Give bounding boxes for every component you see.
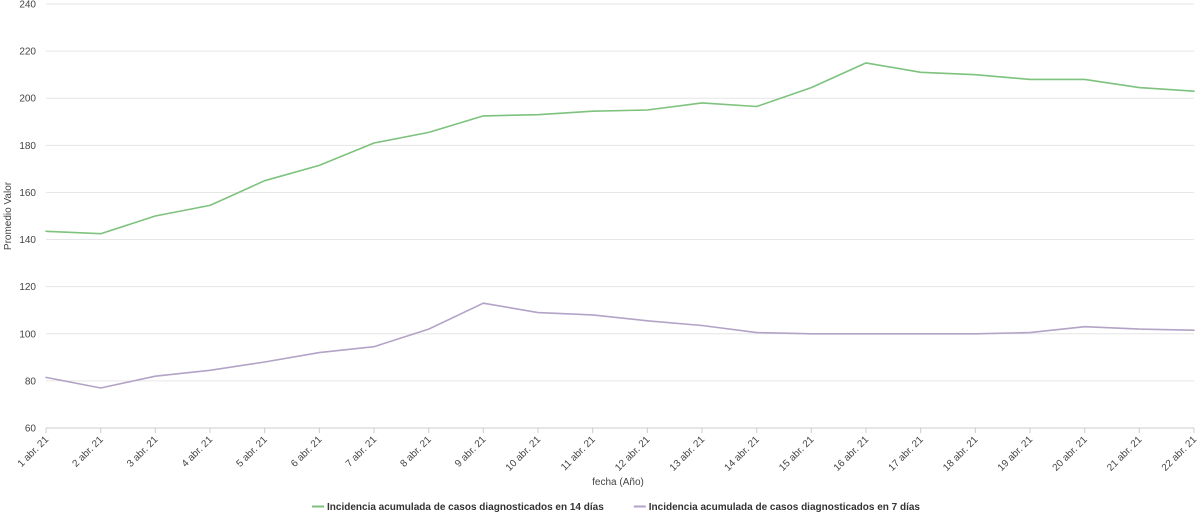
x-tick-label: 7 abr. 21	[344, 434, 380, 470]
legend-label: Incidencia acumulada de casos diagnostic…	[327, 502, 604, 513]
x-tick-label: 21 abr. 21	[1105, 434, 1145, 474]
y-tick-label: 240	[19, 0, 36, 11]
x-tick-label: 12 abr. 21	[613, 434, 653, 474]
x-tick-label: 1 abr. 21	[16, 434, 52, 470]
series-line-2	[45, 302, 1195, 389]
y-tick-label: 180	[19, 141, 36, 152]
series-line-1	[45, 62, 1195, 235]
x-tick-label: 4 abr. 21	[180, 434, 216, 470]
y-tick-label: 140	[19, 235, 36, 246]
x-tick-label: 17 abr. 21	[887, 434, 927, 474]
y-tick-label: 220	[19, 47, 36, 58]
x-tick-label: 16 abr. 21	[832, 434, 872, 474]
x-tick-label: 15 abr. 21	[777, 434, 817, 474]
y-tick-labels: 60 80 100 120 140 160 180 200 220 240	[19, 0, 36, 435]
legend-label: Incidencia acumulada de casos diagnostic…	[649, 502, 921, 513]
x-tick-label: 20 abr. 21	[1051, 434, 1091, 474]
x-tick-label: 8 abr. 21	[398, 434, 434, 470]
legend-item-1[interactable]: Incidencia acumulada de casos diagnostic…	[312, 502, 604, 513]
x-tick-label: 14 abr. 21	[723, 434, 763, 474]
x-tick-label: 6 abr. 21	[289, 434, 325, 470]
y-tick-label: 100	[19, 329, 36, 340]
y-tick-label: 160	[19, 188, 36, 199]
x-tick-label: 18 abr. 21	[941, 434, 981, 474]
legend: Incidencia acumulada de casos diagnostic…	[312, 502, 920, 513]
x-tick-labels: 1 abr. 21 2 abr. 21 3 abr. 21 4 abr. 21 5 ab…	[16, 434, 1200, 474]
x-tick-label: 9 abr. 21	[453, 434, 489, 470]
x-tick-label: 3 abr. 21	[125, 434, 161, 470]
x-tick-label: 2 abr. 21	[70, 434, 106, 470]
x-tick-label: 19 abr. 21	[996, 434, 1036, 474]
y-tick-label: 120	[19, 282, 36, 293]
y-tick-label: 80	[25, 376, 37, 387]
x-tick-label: 11 abr. 21	[559, 434, 598, 473]
legend-item-2[interactable]: Incidencia acumulada de casos diagnostic…	[633, 502, 921, 513]
grid-lines	[46, 3, 1194, 382]
x-tick-label: 22 abr. 21	[1160, 434, 1200, 474]
x-tick-label: 13 abr. 21	[668, 434, 708, 474]
axes	[45, 427, 1195, 433]
y-axis-title: Promedio Valor	[3, 181, 14, 250]
series-lines	[45, 62, 1195, 389]
x-axis-title: fecha (Año)	[592, 477, 644, 488]
y-tick-label: 60	[25, 424, 37, 435]
x-tick-label: 5 abr. 21	[234, 434, 270, 470]
x-tick-label: 10 abr. 21	[504, 434, 544, 474]
y-tick-label: 200	[19, 94, 36, 105]
